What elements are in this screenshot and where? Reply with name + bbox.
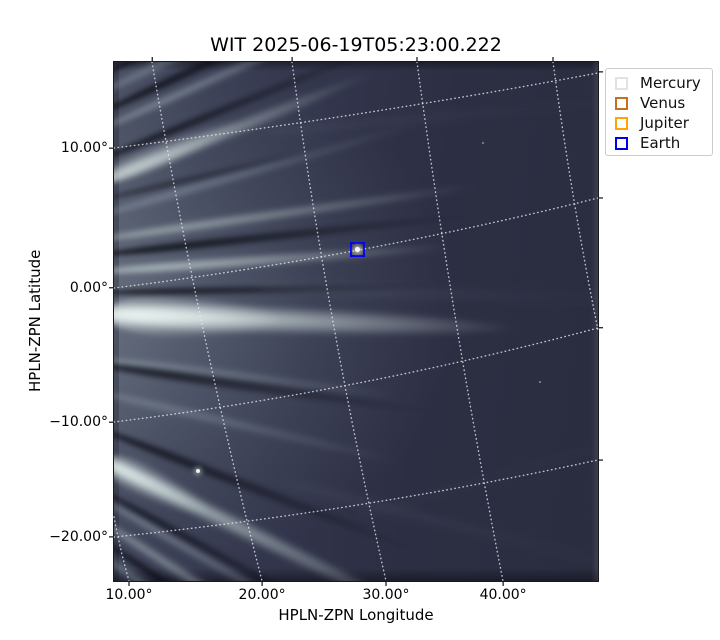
x-tick-label: 20.00° (238, 587, 286, 603)
grid-line (113, 327, 599, 423)
figure-title: WIT 2025-06-19T05:23:00.222 (210, 34, 502, 56)
y-tick-label: −10.00° (49, 414, 108, 431)
venus-swatch-icon (615, 96, 628, 110)
grid-line (552, 61, 599, 331)
legend-label: Jupiter (640, 114, 689, 132)
earth-dot (354, 246, 360, 252)
mercury-swatch-icon (615, 76, 628, 90)
legend-label: Mercury (640, 74, 701, 92)
jupiter-swatch-icon (615, 116, 628, 130)
star-dot (196, 468, 201, 473)
image-top-edge-shade (114, 62, 598, 71)
coordinate-grid (109, 57, 603, 586)
star-dot (482, 141, 485, 144)
grid-line (151, 61, 263, 582)
grid-line (113, 516, 130, 582)
earth-marker (350, 242, 366, 258)
star-dot (538, 381, 541, 384)
legend-item-mercury: Mercury (615, 73, 712, 93)
legend-label: Earth (640, 134, 681, 152)
coronal-image (114, 62, 598, 581)
grid-line (291, 61, 387, 582)
grid-line (416, 61, 504, 582)
x-tick-label: 30.00° (362, 587, 410, 603)
plot-area (109, 57, 603, 586)
x-tick-label: 40.00° (479, 587, 527, 603)
y-axis-label: HPLN-ZPN Latitude (26, 249, 44, 393)
x-tick-label: 10.00° (105, 587, 153, 603)
y-tick-label: 10.00° (60, 140, 108, 157)
legend-item-jupiter: Jupiter (615, 113, 712, 133)
grid-line (113, 459, 599, 538)
legend-item-venus: Venus (615, 93, 712, 113)
legend-item-earth: Earth (615, 133, 712, 153)
earth-swatch-icon (615, 136, 628, 150)
legend-label: Venus (640, 94, 686, 112)
image-right-edge-shade (591, 62, 598, 581)
legend: Mercury Venus Jupiter Earth (605, 68, 713, 156)
x-axis-label: HPLN-ZPN Longitude (278, 606, 434, 624)
grid-line (113, 72, 599, 149)
y-tick-label: 0.00° (69, 279, 108, 296)
y-tick-label: −20.00° (49, 528, 108, 545)
